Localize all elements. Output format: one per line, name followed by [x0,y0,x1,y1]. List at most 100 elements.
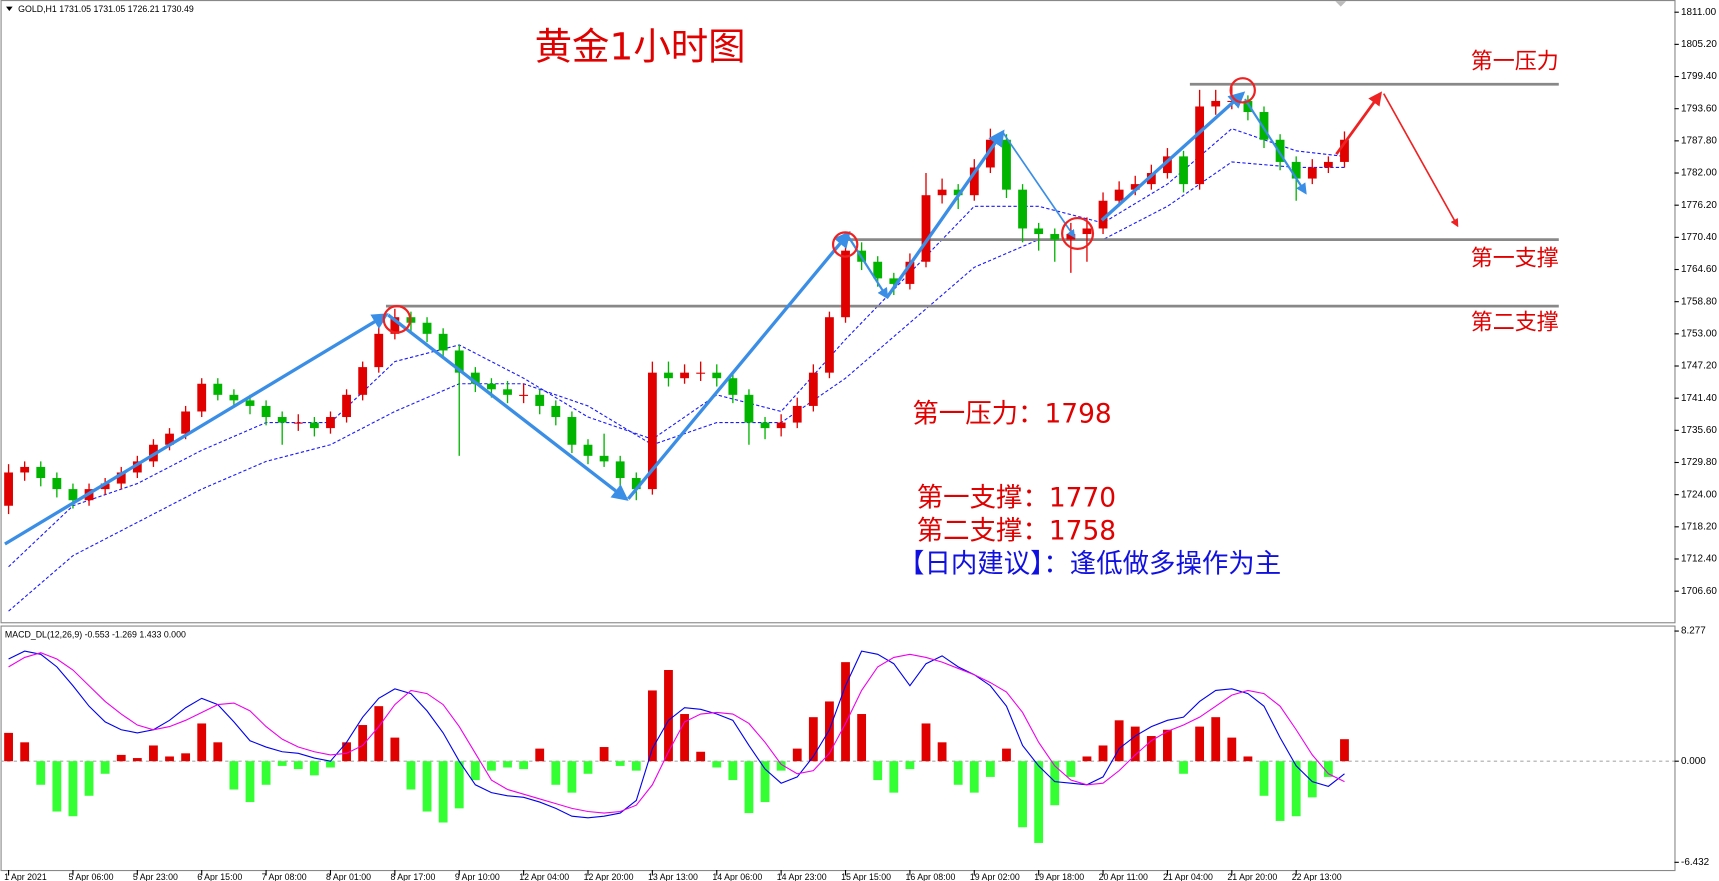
macd-bar [1163,729,1172,762]
macd-bar [84,761,94,796]
macd-bar [229,761,239,790]
x-tick-label: 1 Apr 2021 [4,872,47,881]
candle-body [615,461,625,479]
macd-bar [792,748,802,762]
y-tick-label: 1799.40 [1681,71,1717,82]
chart-title: 黄金1小时图 [535,24,746,68]
candle-body [261,405,271,418]
macd-bar [1323,761,1333,777]
candle-body [792,405,802,423]
candle-body [631,478,641,490]
moving-average [8,161,1345,612]
macd-bar [4,732,13,762]
candle-body [116,472,126,484]
candle-body [1211,100,1221,107]
candle-body [825,317,834,373]
macd-bar [1034,761,1044,843]
macd-bar [52,761,62,812]
candle-body [1259,112,1269,140]
candle-body [4,472,13,506]
macd-bar [583,761,593,774]
macd-bar [390,737,400,762]
macd-bar [261,761,271,785]
menu-triangle [6,6,13,12]
candle-body [454,350,464,373]
macd-bar [1098,745,1108,762]
x-tick-label: 14 Apr 23:00 [777,872,827,881]
x-tick-label: 13 Apr 13:00 [648,872,698,881]
candle-body [985,139,995,168]
y-tick-label: 1718.20 [1681,521,1717,532]
x-tick-label: 8 Apr 17:00 [390,872,435,881]
candle-body [728,378,738,395]
candle-body [1195,106,1205,185]
y-tick-label: 1805.20 [1681,39,1717,50]
macd-bar [197,723,207,762]
macd-bar [760,761,770,803]
candle-body [1163,156,1172,174]
candle-body [470,372,480,384]
macd-bar [599,747,609,762]
candle-body [1323,161,1333,168]
candle-body [599,455,609,462]
candle-body [1275,139,1285,162]
macd-bar [615,761,625,766]
macd-panel [0,625,1676,872]
candle-body [358,367,368,395]
candle-body [422,322,432,334]
candle-body [1018,189,1027,229]
macd-bar [889,761,899,793]
candle-body [390,317,400,334]
macd-bar [1275,761,1285,821]
candle-body [1179,156,1188,185]
macd-bar [519,761,529,770]
candle-body [165,433,174,445]
x-tick-label: 22 Apr 13:00 [1292,872,1342,881]
macd-bar [1130,726,1140,762]
x-tick-label: 12 Apr 04:00 [519,872,569,881]
y-tick-label: 1782.00 [1681,168,1717,179]
macd-bar [438,761,448,823]
macd-bar [245,761,255,803]
candle-body [535,394,545,406]
macd-bar [1018,761,1027,828]
candle-body [647,372,657,490]
macd-bar [664,670,673,762]
x-tick-label: 19 Apr 18:00 [1034,872,1084,881]
x-tick-label: 9 Apr 10:00 [455,872,500,881]
macd-bar [149,745,158,762]
macd-y-tick-label: 8.277 [1681,626,1706,637]
macd-bar [905,761,915,770]
candle-body [132,461,142,473]
macd-bar [470,761,480,781]
trend-arrow [626,230,851,500]
candle-body [664,372,673,379]
highlight-circle [382,305,412,334]
symbol-header: GOLD,H1 1731.05 1731.05 1726.21 1730.49 [18,4,194,14]
macd-bar [841,662,850,762]
candle-body [245,400,255,406]
macd-bar [1179,761,1188,774]
candle-body [1034,228,1044,235]
macd-bar [100,761,110,774]
macd-bar [969,761,979,793]
candle-body [841,250,850,318]
trend-arrow [387,313,629,501]
macd-bar [116,754,126,762]
y-tick-label: 1729.80 [1681,457,1717,468]
x-tick-label: 19 Apr 02:00 [970,872,1020,881]
candle-body [873,261,883,279]
macd-line [8,652,1345,814]
macd-line [8,650,1345,819]
macd-bar [309,761,319,776]
macd-bar [165,756,174,762]
macd-header: MACD_DL(12,26,9) -0.553 -1.269 1.433 0.0… [5,630,186,640]
macd-bar [535,748,545,762]
candle-body [503,389,512,395]
forecast-arrow [1382,93,1459,228]
macd-bar [1002,748,1011,762]
macd-bar [1082,756,1092,762]
macd-bar [1211,717,1221,762]
candle-body [197,383,207,412]
